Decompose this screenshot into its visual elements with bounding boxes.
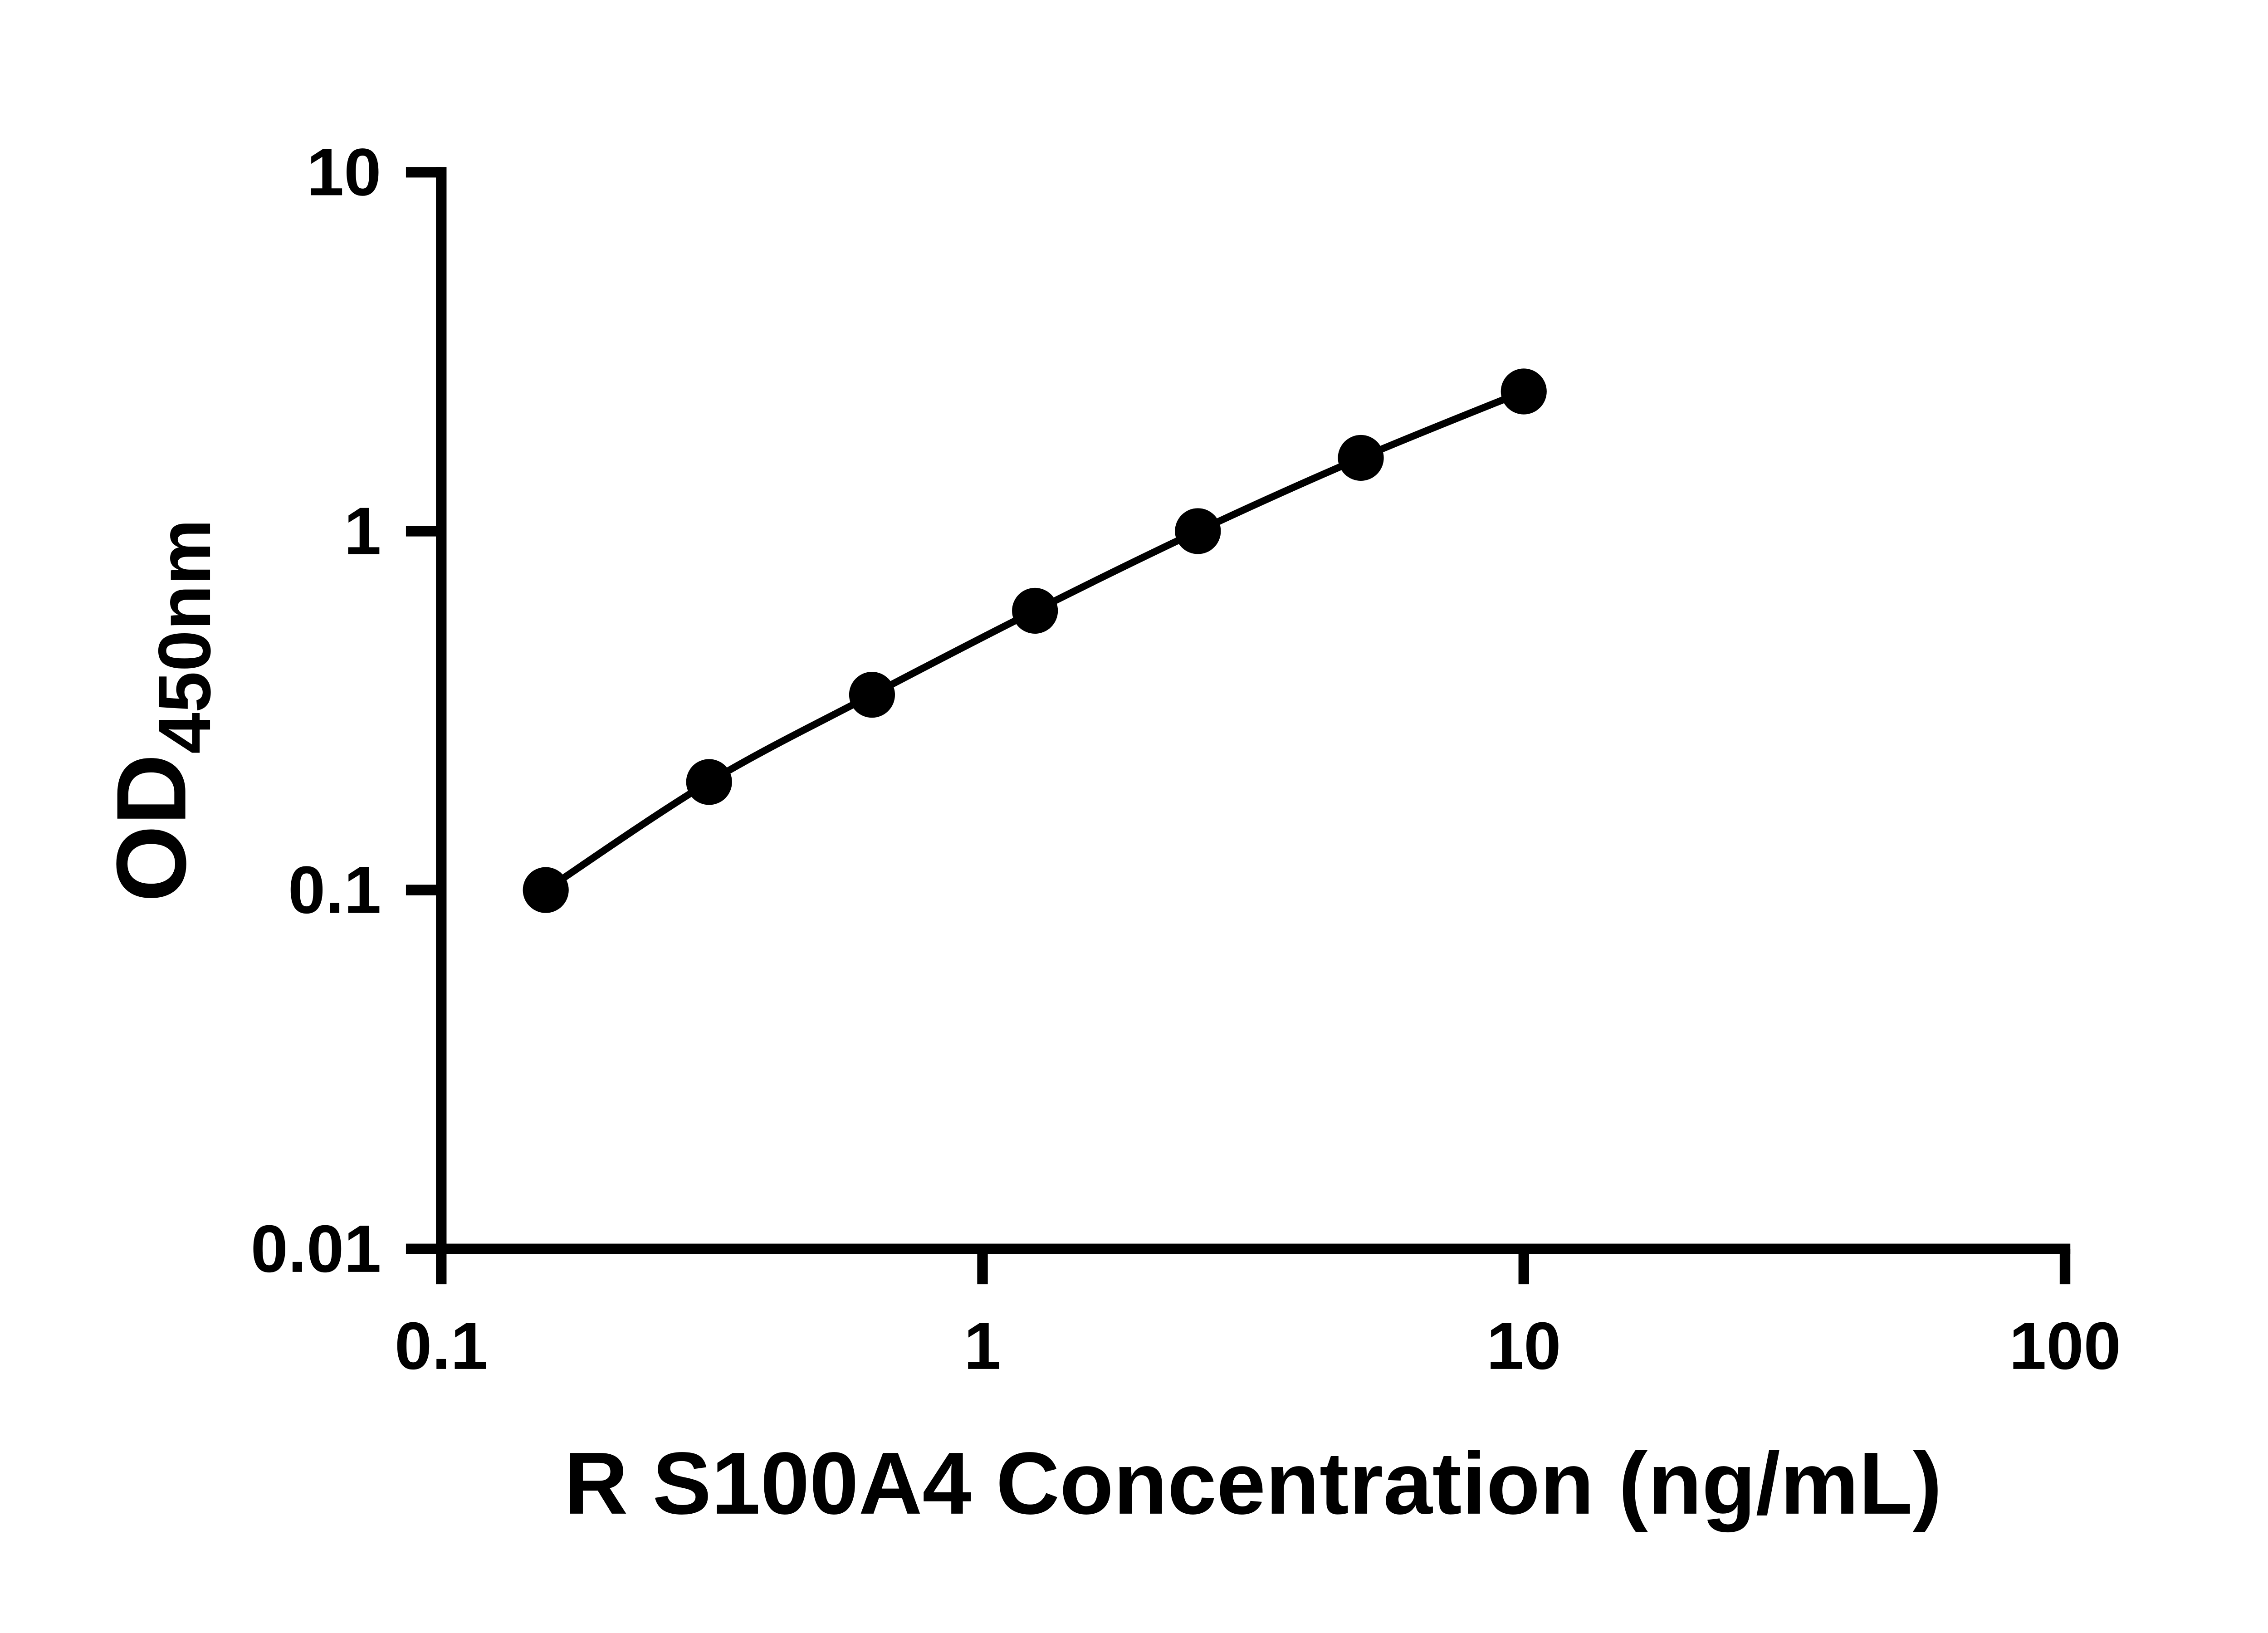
x-axis-tick-label: 10 bbox=[1486, 1309, 1561, 1384]
data-point-marker bbox=[523, 867, 569, 913]
standard-curve-figure: 0.1 1 10 100 0.01 0.1 1 10 R S100A4 Concentrati… bbox=[0, 22, 2268, 1611]
y-axis-tick-label: 1 bbox=[344, 494, 381, 569]
y-axis-tick-label: 10 bbox=[307, 135, 381, 210]
x-axis-tick-label: 1 bbox=[964, 1309, 1001, 1384]
data-point-marker bbox=[686, 759, 732, 805]
y-axis-label-subscript: 450nm bbox=[143, 519, 226, 754]
data-point-marker bbox=[849, 672, 895, 718]
data-point-marker bbox=[1175, 508, 1221, 554]
data-point-marker bbox=[1338, 435, 1384, 481]
y-axis-label: OD450nm bbox=[97, 519, 226, 902]
y-axis-tick-label: 0.1 bbox=[288, 853, 381, 928]
data-point-marker bbox=[1012, 587, 1058, 634]
axis-lines bbox=[436, 167, 2071, 1254]
y-axis-tick-label: 0.01 bbox=[251, 1212, 381, 1286]
y-axis-label-main: OD bbox=[97, 754, 207, 902]
x-axis-tick-label: 100 bbox=[2009, 1309, 2121, 1384]
data-point-marker bbox=[1501, 368, 1547, 415]
x-axis-label: R S100A4 Concentration (ng/mL) bbox=[564, 1434, 1942, 1533]
x-axis-tick-label: 0.1 bbox=[395, 1309, 488, 1384]
